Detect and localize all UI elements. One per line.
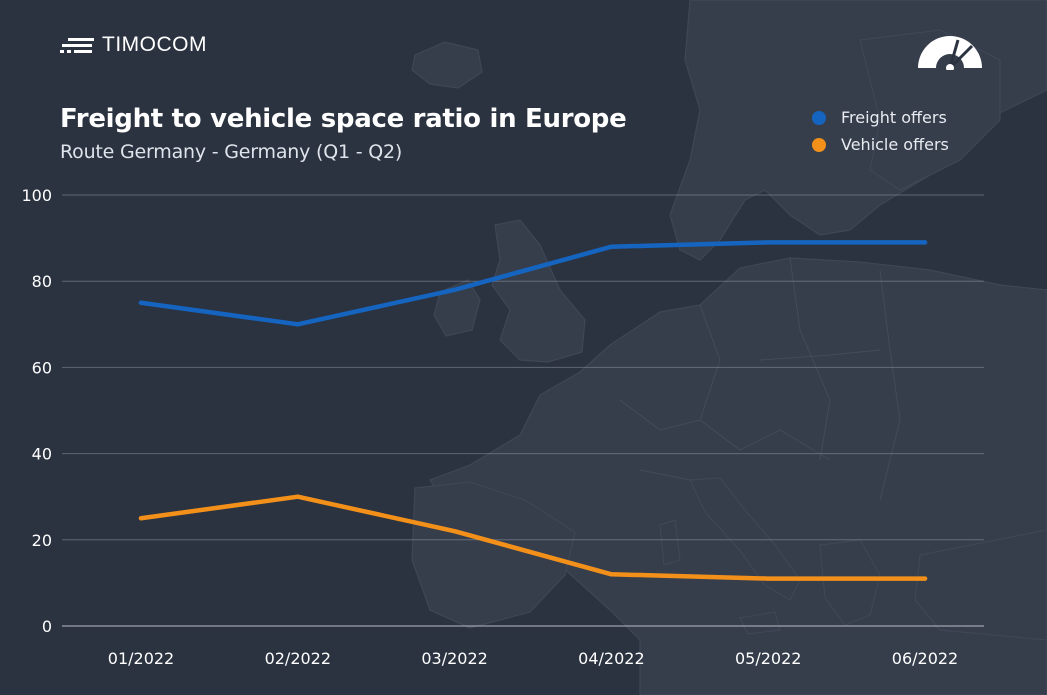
x-tick-label-03/2022: 03/2022 (421, 649, 487, 668)
legend-item-freight: Freight offers (812, 104, 949, 131)
data-point-vehicle-0 (138, 516, 144, 521)
data-point-vehicle-5 (922, 576, 928, 581)
data-point-freight-2 (452, 287, 457, 293)
data-point-freight-0 (138, 300, 144, 305)
x-tick-label-04/2022: 04/2022 (578, 649, 644, 668)
logo-wordmark: TIMOCOM (102, 33, 207, 56)
y-tick-label-100: 100 (21, 186, 52, 205)
x-tick-label-02/2022: 02/2022 (265, 649, 331, 668)
legend-label-freight: Freight offers (841, 108, 947, 127)
timocom-logo: TIMOCOM (60, 33, 207, 57)
data-point-freight-4 (766, 240, 771, 245)
data-point-vehicle-3 (609, 572, 614, 577)
chart-subtitle: Route Germany - Germany (Q1 - Q2) (60, 141, 403, 163)
y-tick-label-60: 60 (32, 358, 52, 377)
data-point-freight-3 (609, 244, 614, 249)
y-tick-label-0: 0 (42, 617, 52, 636)
gauge-icon (918, 36, 982, 70)
y-tick-label-80: 80 (32, 272, 52, 291)
x-tick-label-06/2022: 06/2022 (892, 649, 958, 668)
legend-swatch-vehicle (812, 137, 826, 152)
chart-title: Freight to vehicle space ratio in Europe (60, 104, 627, 134)
x-tick-label-01/2022: 01/2022 (108, 649, 174, 668)
data-point-vehicle-2 (452, 528, 457, 534)
legend-item-vehicle: Vehicle offers (812, 131, 949, 158)
data-point-vehicle-1 (295, 494, 300, 499)
data-point-freight-5 (922, 240, 928, 245)
legend-swatch-freight (812, 110, 826, 125)
series-line-vehicle-offers (138, 494, 928, 581)
series-line-freight-offers (138, 240, 928, 327)
data-point-freight-1 (295, 322, 300, 327)
y-tick-label-20: 20 (32, 531, 52, 550)
data-point-vehicle-4 (766, 576, 771, 581)
chart-legend: Freight offers Vehicle offers (812, 104, 949, 158)
legend-label-vehicle: Vehicle offers (841, 135, 949, 154)
logo-speed-lines-icon (60, 38, 94, 53)
x-tick-label-05/2022: 05/2022 (735, 649, 801, 668)
y-tick-label-40: 40 (32, 445, 52, 464)
